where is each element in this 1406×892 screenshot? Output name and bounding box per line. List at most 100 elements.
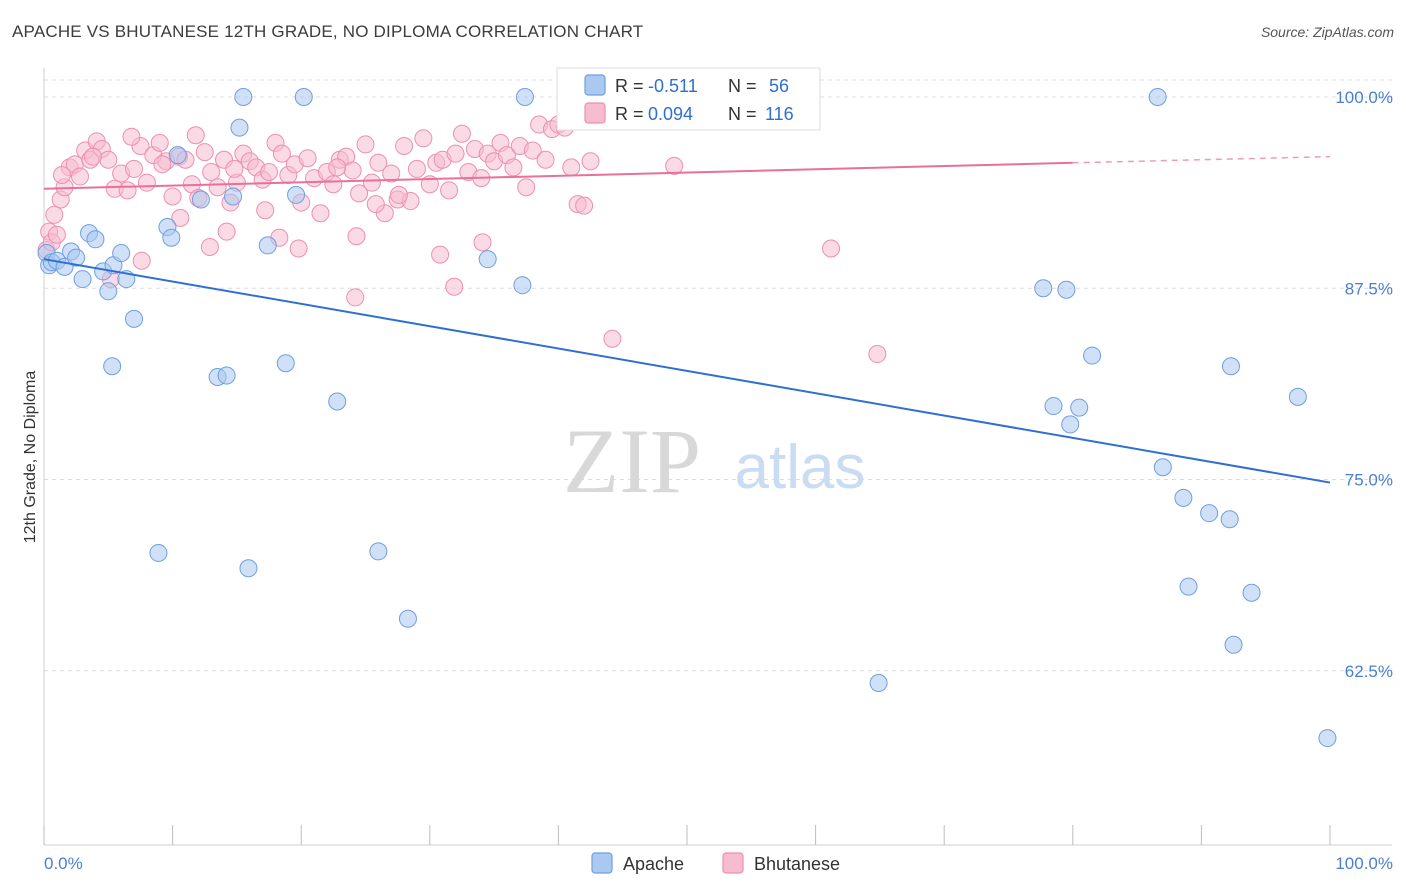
apache-point [1083,346,1102,365]
apache-point [234,88,253,106]
bhutanese-point [414,129,433,148]
bhutanese-point [195,143,214,162]
bhutanese-point [153,155,172,174]
trend-lines [43,155,1331,484]
bhutanese-point [163,187,182,206]
bhutanese-point [473,233,492,252]
bhutanese-point [575,196,594,215]
apache-point [162,228,181,247]
apache-point [125,309,144,328]
bhutanese-point [446,144,465,163]
chart-title: APACHE VS BHUTANESE 12TH GRADE, NO DIPLO… [12,22,644,41]
bhutanese-point [200,237,219,256]
x-tick-label-min: 0.0% [44,854,83,873]
bhutanese-point [431,245,450,264]
bhutanese-point [603,329,622,348]
bhutanese-point [125,159,144,178]
bhutanese-point [362,173,381,192]
apache-point [287,185,306,204]
apache-point [168,146,187,165]
apache-bottom-label: Apache [623,854,684,874]
apache-point [67,248,86,267]
bhutanese-point [350,184,369,203]
bhutanese-point [440,181,459,200]
apache-r-label: R = [615,76,644,96]
bhutanese-trend-line [43,161,1073,190]
apache-point [1070,398,1089,417]
apache-legend-swatch [584,74,606,96]
bhutanese-point [53,166,72,185]
apache-point [1224,635,1243,654]
bhutanese-point [445,277,464,296]
apache-point [1044,397,1063,416]
bottom-legend: Apache Bhutanese [591,852,840,874]
apache-bottom-swatch [591,852,613,874]
bhutanese-point [45,205,64,224]
apache-trend-line [43,258,1331,484]
apache-point [1061,415,1080,434]
bhutanese-r-value: 0.094 [648,104,693,124]
bhutanese-point [328,158,347,177]
apache-point [191,190,210,209]
apache-point [1179,577,1198,596]
apache-n-value: 56 [769,76,789,96]
bhutanese-point [122,127,141,146]
apache-point [869,673,888,692]
bhutanese-point [186,126,205,145]
apache-point [1221,357,1240,376]
apache-point [103,357,122,376]
bhutanese-trend-extension [1072,155,1331,164]
bhutanese-point [369,153,388,172]
bhutanese-point [562,158,581,177]
bhutanese-point [225,159,244,178]
apache-point [239,559,258,578]
apache-n-label: N = [728,76,757,96]
apache-point [369,542,388,561]
y-tick-label: 87.5% [1345,279,1393,298]
apache-r-value: -0.511 [648,76,698,96]
bhutanese-point [202,162,221,181]
bhutanese-point [150,133,169,152]
y-tick-label: 100.0% [1335,88,1393,107]
bhutanese-point [389,185,408,204]
bhutanese-point [289,239,308,258]
bhutanese-point [346,288,365,307]
bhutanese-point [581,152,600,171]
bhutanese-point [256,201,275,220]
bhutanese-point [366,195,385,214]
bhutanese-point [452,124,471,143]
apache-point [1148,88,1167,106]
apache-point [217,366,236,385]
bhutanese-point [118,181,137,200]
bhutanese-point [99,150,118,169]
bhutanese-point [324,175,343,194]
apache-point [1242,583,1261,602]
bhutanese-point [83,147,102,166]
y-axis-label: 12th Grade, No Diploma [22,371,39,544]
apache-point [328,392,347,411]
bhutanese-point [208,178,227,197]
bhutanese-point [523,141,542,160]
bhutanese-point [47,225,66,244]
bhutanese-point [298,149,317,168]
apache-point [86,230,105,249]
x-tick-label-max: 100.0% [1335,854,1393,873]
apache-point [1057,280,1076,299]
y-tick-label: 62.5% [1345,662,1393,681]
bhutanese-n-value: 116 [765,104,794,124]
bhutanese-point [272,144,291,163]
bhutanese-point [137,173,156,192]
apache-point [1153,458,1172,477]
apache-point [276,354,295,373]
apache-point [99,282,118,301]
bhutanese-point [504,158,523,177]
bhutanese-r-label: R = [615,104,644,124]
bhutanese-point [71,167,90,186]
apache-point [258,236,277,255]
bhutanese-point [395,136,414,155]
apache-point [1318,729,1337,748]
bhutanese-point [132,251,151,270]
watermark-zip: ZIP [563,410,701,512]
bhutanese-point [171,208,190,227]
